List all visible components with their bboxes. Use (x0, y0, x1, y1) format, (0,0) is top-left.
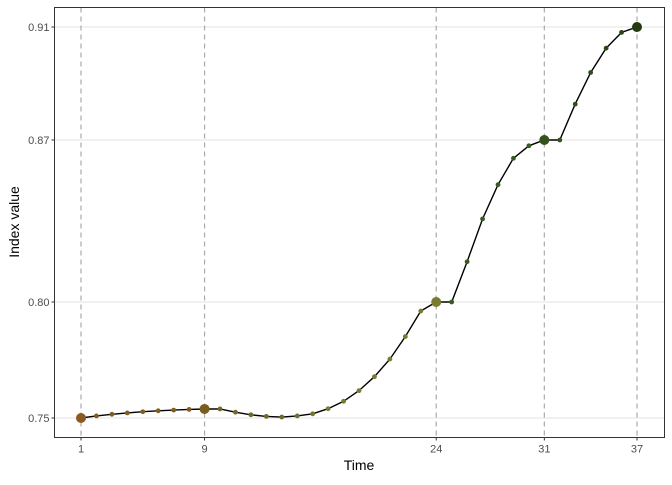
data-point (557, 137, 563, 143)
data-point (526, 143, 532, 149)
data-point (619, 29, 624, 35)
y-tick-label: 0.91 (28, 22, 49, 34)
x-axis-label: Time (344, 457, 375, 473)
x-axis: 1 9 24 31 37 (78, 437, 643, 456)
data-point (341, 398, 346, 404)
x-tick-label: 1 (78, 444, 84, 456)
data-point (186, 407, 192, 412)
data-point (140, 409, 146, 415)
highlighted-data-point (539, 135, 550, 145)
data-point (449, 299, 455, 305)
data-point (511, 155, 516, 161)
data-point (310, 411, 316, 417)
reference-lines (80, 7, 638, 438)
highlighted-data-point (199, 403, 210, 414)
highlighted-data-point (632, 22, 642, 32)
y-tick-label: 0.87 (28, 135, 49, 147)
data-point (263, 413, 269, 419)
data-point (248, 412, 254, 418)
data-point (572, 101, 578, 107)
data-point (495, 182, 501, 188)
data-points (76, 22, 642, 423)
data-point (171, 407, 177, 413)
data-point (480, 216, 485, 222)
data-point (464, 259, 470, 265)
data-point (279, 414, 285, 420)
data-point (217, 406, 223, 412)
x-tick-label: 31 (538, 444, 550, 456)
data-point (124, 410, 130, 416)
x-tick-label: 24 (430, 444, 442, 456)
data-point (418, 308, 424, 314)
x-tick-label: 37 (631, 444, 643, 456)
data-point (109, 411, 115, 417)
series-line (80, 26, 638, 419)
y-axis: 0.75 0.80 0.87 0.91 (28, 22, 55, 425)
data-point (356, 388, 362, 394)
y-axis-label: Index value (6, 186, 22, 258)
data-point (372, 374, 377, 380)
y-tick-label: 0.80 (28, 297, 49, 309)
highlighted-data-point (76, 413, 86, 423)
y-tick-label: 0.75 (28, 413, 49, 425)
data-point (588, 70, 594, 75)
x-tick-label: 9 (201, 444, 207, 456)
data-point (233, 409, 238, 415)
data-point (603, 45, 609, 51)
data-point (155, 408, 161, 414)
data-point (387, 356, 393, 362)
data-point (402, 334, 408, 339)
plot-panel-border (54, 7, 665, 438)
gridlines (54, 26, 665, 419)
data-point (325, 406, 331, 412)
data-point (94, 413, 99, 419)
data-point (294, 413, 300, 419)
highlighted-data-point (431, 297, 442, 307)
